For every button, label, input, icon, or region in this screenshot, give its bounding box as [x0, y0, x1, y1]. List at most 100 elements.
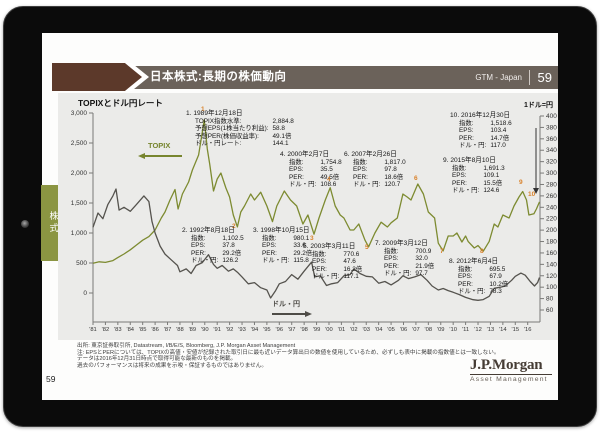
left-axis-tick: 1,000: [71, 230, 88, 237]
annotation-label: 指数:: [289, 158, 304, 166]
annotation-value: 16.2倍: [343, 265, 363, 273]
footnotes: 出所: 東京証券取引所, Datastream, I/B/E/S, Bloomb…: [77, 343, 499, 369]
x-axis-tick: '83: [114, 327, 122, 333]
chart-annotation-10: 10. 2016年12月30日 指数: 1,518.6 EPS: 103.4 PER: 14…: [450, 112, 512, 149]
right-axis-tick: 140: [546, 261, 557, 268]
annotation-value: 126.2: [222, 257, 239, 265]
annotation-value: 2,884.8: [272, 117, 294, 125]
footnote-disclaimer: 過去のパフォーマンスは将来の成果を示唆・保証するものではありません。: [77, 362, 267, 369]
x-axis-tick: '05: [387, 327, 395, 333]
x-axis-tick: '81: [89, 327, 97, 333]
chart-annotation-1: 1. 1989年12月18日 TOPIX指数水準: 2,884.8 予想EPS(1株当…: [186, 110, 294, 147]
annotation-value: 1,691.3: [483, 164, 505, 172]
chart-title: TOPIXとドル円レート: [78, 98, 163, 108]
logo-brand: J.P.Morgan: [470, 357, 543, 373]
annotation-title: 3. 1998年10月15日: [253, 227, 310, 234]
annotation-label: EPS:: [262, 242, 277, 250]
page-title: 日本株式:長期の株価動向: [150, 71, 287, 83]
right-axis-title: 1ドル=円: [524, 102, 553, 109]
annotation-value: 35.5: [320, 166, 333, 174]
annotation-value: 32.0: [415, 255, 428, 263]
annotation-value: 14.7倍: [490, 134, 510, 142]
annotation-rows: 指数: 1,102.5 EPS: 37.8 PER: 29.2倍 ドル・円: 126.2: [182, 235, 244, 265]
annotation-value: 1,754.8: [320, 158, 342, 166]
annotation-marker-8: 8: [480, 248, 484, 255]
annotation-value: 47.6: [343, 258, 356, 266]
annotation-marker-6: 6: [414, 175, 418, 182]
annotation-value: 117.0: [490, 142, 506, 150]
header-arrow-icon: [52, 63, 142, 91]
annotation-label: 指数:: [458, 265, 473, 273]
annotation-rows: 指数: 700.9 EPS: 32.0 PER: 21.9倍 ドル・円: 97.7: [375, 248, 434, 278]
x-axis-tick: '08: [425, 327, 433, 333]
annotation-value: 33.6: [293, 242, 306, 250]
annotation-label: ドル・円:: [191, 257, 219, 265]
x-axis-tick: '89: [189, 327, 197, 333]
annotation-label: PER:: [384, 262, 399, 270]
right-axis-tick: 360: [546, 136, 557, 143]
x-axis-tick: '01: [338, 327, 346, 333]
annotation-value: 18.6倍: [384, 173, 404, 181]
annotation-title: 8. 2012年6月4日: [449, 258, 499, 265]
annotation-label: EPS:: [312, 258, 327, 266]
left-axis-tick: 500: [76, 260, 87, 267]
annotation-value: 49.5倍: [320, 173, 340, 181]
annotation-rows: 指数: 695.5 EPS: 67.9 PER: 10.2倍 ドル・円: 78.3: [449, 266, 508, 296]
x-axis-tick: '13: [487, 327, 495, 333]
annotation-label: ドル・円:: [458, 288, 486, 296]
annotation-title: 7. 2009年3月12日: [375, 240, 428, 247]
annotation-title: 2. 1992年8月18日: [182, 227, 235, 234]
annotation-value: 770.6: [343, 250, 360, 258]
annotation-title: 5. 2003年3月11日: [303, 243, 356, 250]
right-axis-tick: 180: [546, 239, 557, 246]
annotation-label: 指数:: [312, 250, 327, 258]
arrow-left-icon: [138, 153, 145, 159]
left-axis-tick: 3,000: [71, 110, 88, 117]
topix-arrow-line: [144, 155, 182, 157]
right-axis-tick: 300: [546, 170, 557, 177]
chart-plot: 3,0002,5002,0001,5001,000500040038036034…: [71, 106, 558, 333]
x-axis-tick: '82: [102, 327, 110, 333]
x-axis-tick: '12: [474, 327, 482, 333]
annotation-rows: 指数: 1,518.6 EPS: 103.4 PER: 14.7倍 ドル・円: 117.0: [450, 120, 512, 150]
annotation-value: 117.1: [343, 273, 359, 281]
left-axis-tick: 2,000: [71, 170, 88, 177]
annotation-label: TOPIX指数水準:: [195, 117, 242, 125]
x-axis-tick: '88: [176, 327, 184, 333]
chart-annotation-7: 7. 2009年3月12日 指数: 700.9 EPS: 32.0 PER: 21.9倍 ドル…: [375, 240, 434, 277]
x-axis-tick: '94: [251, 327, 259, 333]
annotation-label: EPS:: [191, 242, 206, 250]
annotation-label: ドル・円:: [452, 187, 480, 195]
annotation-value: 103.4: [490, 127, 507, 135]
chart-annotation-5: 5. 2003年3月11日 指数: 770.6 EPS: 47.6 PER: 16.2倍 ドル…: [303, 243, 362, 280]
left-axis-tick: 1,500: [71, 200, 88, 207]
annotation-label: PER:: [289, 173, 304, 181]
annotation-value: 695.5: [489, 265, 506, 273]
annotation-marker-2: 2: [232, 223, 236, 230]
annotation-value: 15.5倍: [483, 179, 503, 187]
annotation-marker-9: 9: [519, 179, 523, 186]
annotation-value: 1,817.0: [384, 158, 406, 166]
header-bar: [115, 66, 558, 89]
x-axis-tick: '93: [238, 327, 246, 333]
annotation-label: PER:: [458, 280, 473, 288]
topix-series-label: TOPIX: [148, 141, 171, 150]
annotation-label: ドル・円:: [262, 257, 290, 265]
annotation-title: 4. 2000年2月7日: [280, 151, 330, 158]
footnote-source: 出所: 東京証券取引所, Datastream, I/B/E/S, Bloomb…: [77, 343, 296, 349]
header-separator: [529, 70, 530, 85]
x-axis-tick: '99: [313, 327, 321, 333]
annotation-label: 予想EPS(1株当たり利益):: [195, 125, 269, 133]
annotation-label: PER:: [459, 134, 474, 142]
x-axis-tick: '07: [412, 327, 420, 333]
annotation-label: ドル・円:: [312, 273, 340, 281]
usdjpy-arrow-line: [272, 313, 305, 315]
x-axis-tick: '90: [201, 327, 209, 333]
x-axis-tick: '97: [288, 327, 296, 333]
annotation-value: 78.3: [489, 288, 502, 296]
annotation-value: 97.8: [384, 166, 397, 174]
annotation-rows: 指数: 770.6 EPS: 47.6 PER: 16.2倍 ドル・円: 117.1: [303, 251, 362, 281]
footnote-note: 注: EPSとPERについては、TOPIXの高値・安値が記録された取引日に最も近…: [77, 349, 500, 356]
annotation-label: EPS:: [353, 166, 368, 174]
chart-annotation-4: 4. 2000年2月7日 指数: 1,754.8 EPS: 35.5 PER: 49.5倍ド…: [280, 151, 342, 188]
